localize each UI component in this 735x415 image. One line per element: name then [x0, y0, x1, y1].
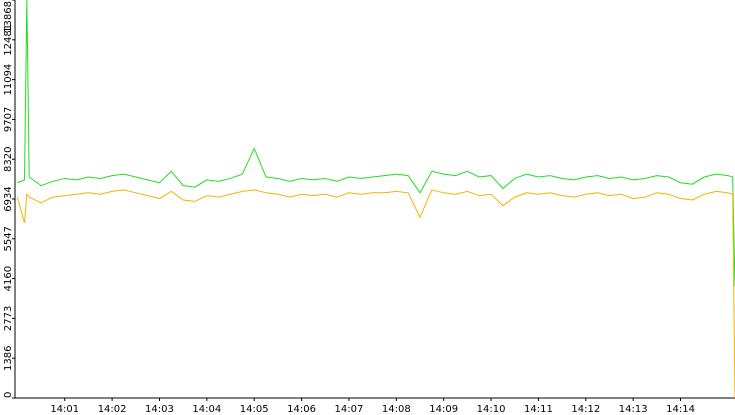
x-tick-label: 14:14	[666, 404, 695, 415]
x-tick-label: 14:10	[477, 404, 506, 415]
y-tick-label: 13868	[3, 1, 14, 33]
y-tick-label: 0	[3, 392, 14, 398]
x-tick-label: 14:07	[335, 404, 364, 415]
x-tick-label: 14:06	[287, 404, 316, 415]
y-tick-label: 2773	[3, 306, 14, 331]
x-tick-label: 14:04	[192, 404, 221, 415]
x-tick-label: 14:01	[50, 404, 79, 415]
y-tick-label: 9707	[3, 107, 14, 132]
x-tick-label: 14:11	[524, 404, 553, 415]
y-tick-label: 8320	[3, 146, 14, 171]
y-tick-label: 5547	[3, 226, 14, 251]
x-tick-label: 14:12	[571, 404, 600, 415]
y-tick-label: 4160	[3, 266, 14, 291]
x-tick-label: 14:13	[619, 404, 648, 415]
y-tick-label: 6934	[3, 186, 14, 211]
x-tick-label: 14:05	[240, 404, 269, 415]
x-tick-label: 14:02	[98, 404, 127, 415]
x-tick-label: 14:03	[145, 404, 174, 415]
series-line	[17, 0, 735, 287]
x-tick-label: 14:08	[382, 404, 411, 415]
y-tick-label: 1386	[3, 345, 14, 370]
series-line	[16, 189, 735, 399]
y-tick-label: 11094	[3, 64, 14, 96]
y-tick-label: 12481	[3, 24, 14, 56]
x-tick-label: 14:09	[429, 404, 458, 415]
